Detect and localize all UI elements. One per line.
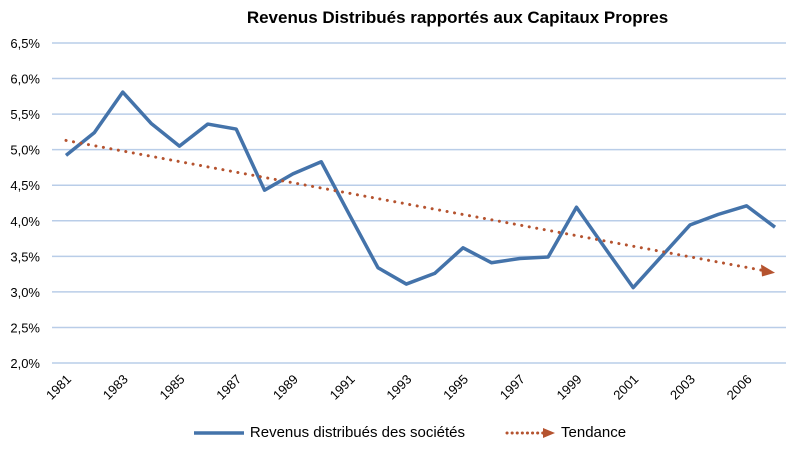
x-tick-label: 1983 — [100, 372, 131, 403]
y-tick-label: 4,5% — [10, 178, 40, 193]
x-tick-label: 1995 — [440, 372, 471, 403]
trend-arrowhead — [761, 264, 775, 277]
y-tick-label: 5,5% — [10, 107, 40, 122]
y-tick-label: 4,0% — [10, 214, 40, 229]
x-tick-label: 1991 — [327, 372, 358, 403]
trend-line — [64, 138, 765, 272]
y-tick-label: 6,5% — [10, 36, 40, 51]
y-tick-label: 3,5% — [10, 249, 40, 264]
series-line — [64, 90, 777, 290]
legend-label-trend: Tendance — [561, 424, 627, 441]
legend-dotted-arrow-icon — [505, 427, 556, 438]
y-tick-label: 2,5% — [10, 320, 40, 335]
x-tick-label: 2006 — [724, 372, 755, 403]
legend: Revenus distribués des sociétés Tendance — [0, 424, 800, 441]
y-tick-label: 3,0% — [10, 285, 40, 300]
x-tick-label: 2001 — [610, 372, 641, 403]
x-tick-label: 1997 — [497, 372, 528, 403]
legend-item-series: Revenus distribués des sociétés — [193, 424, 466, 441]
legend-item-trend: Tendance — [505, 424, 626, 441]
x-tick-label: 1985 — [157, 372, 188, 403]
x-tick-label: 1999 — [554, 372, 585, 403]
x-tick-label: 1981 — [43, 372, 74, 403]
chart-title: Revenus Distribués rapportés aux Capitau… — [246, 8, 669, 27]
y-tick-label: 6,0% — [10, 72, 40, 87]
legend-label-series: Revenus distribués des sociétés — [249, 424, 466, 441]
y-tick-label: 5,0% — [10, 143, 40, 158]
y-tick-label: 2,0% — [10, 356, 40, 371]
x-tick-label: 1993 — [383, 372, 414, 403]
x-tick-label: 2003 — [667, 372, 698, 403]
x-tick-label: 1989 — [270, 372, 301, 403]
x-tick-label: 1987 — [213, 372, 244, 403]
legend-line-icon — [193, 430, 244, 435]
